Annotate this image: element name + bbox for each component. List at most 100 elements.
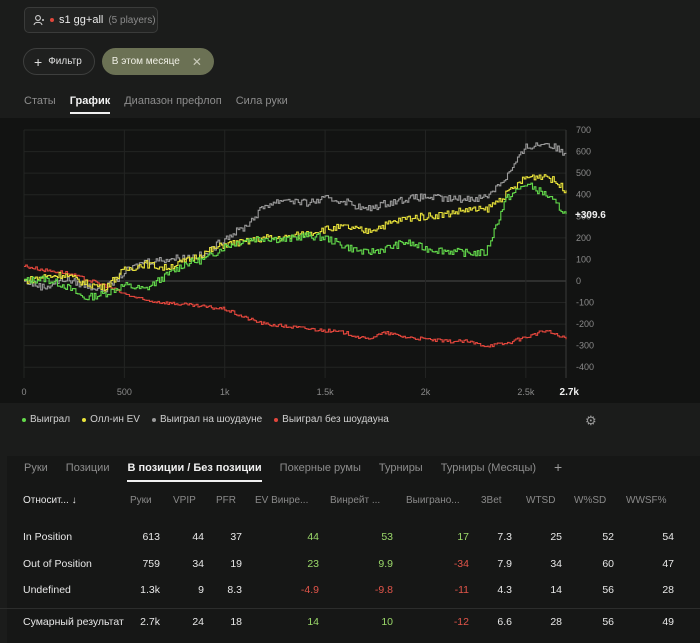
column-header-pfr[interactable]: PFR: [216, 495, 236, 506]
legend-item-showdown[interactable]: Выиграл на шоудауне: [151, 414, 263, 425]
period-label: В этом месяце: [111, 56, 180, 67]
y-tick-label: 500: [576, 168, 591, 178]
legend-item-won[interactable]: Выиграл: [22, 414, 70, 425]
table-cell: -9.8: [374, 584, 393, 596]
y-tick-label: 0: [576, 276, 581, 286]
current-value-label: +309.6: [575, 210, 606, 221]
column-header-won[interactable]: Выиграно...: [406, 495, 460, 506]
row-label: In Position: [23, 531, 73, 543]
table-row[interactable]: In Position 613 44 37 44 53 17 7.3 25 52 54: [0, 524, 700, 551]
table-cell: 7.9: [497, 557, 512, 570]
period-chip[interactable]: В этом месяце ✕: [101, 48, 214, 75]
tab-positions[interactable]: Позиции: [65, 462, 110, 474]
legend-label: Выиграл на шоудауне: [159, 414, 263, 425]
table-cell: 44: [192, 531, 204, 543]
column-header-winrate[interactable]: Винрейт ...: [330, 495, 381, 506]
table-header: Относит... ↓ Руки VPIP PFR EV Винре... В…: [0, 492, 700, 514]
column-header-wsd[interactable]: W%SD: [574, 495, 607, 506]
table-cell: 9: [198, 584, 204, 596]
x-tick-label: 0: [21, 387, 26, 397]
table-cell: 52: [602, 531, 614, 543]
y-tick-label: -200: [576, 319, 594, 329]
tab-tournaments-months[interactable]: Турниры (Месяцы): [440, 462, 537, 474]
table-cell: 56: [602, 615, 614, 628]
y-tick-label: -300: [576, 341, 594, 351]
table-cell: -12: [453, 615, 469, 628]
table-body: In Position 613 44 37 44 53 17 7.3 25 52 54 Out of …: [0, 524, 700, 635]
legend-label: Выиграл: [30, 414, 71, 425]
table-cell: 54: [662, 531, 674, 543]
table-cell: 2.7k: [140, 615, 160, 628]
y-tick-label: 300: [576, 211, 591, 221]
session-name: s1 gg+all: [59, 14, 104, 26]
close-icon[interactable]: ✕: [191, 54, 202, 69]
row-label: Сумарный результат: [23, 615, 124, 628]
table-row[interactable]: Out of Position 759 34 19 23 9.9 -34 7.9 34 60 47: [0, 551, 700, 578]
y-tick-label: 700: [576, 125, 591, 135]
table-cell: 613: [142, 531, 160, 543]
winnings-chart[interactable]: 700 600 500 400 300 200 100 0 -100 -200 -300 -400 0 5…: [0, 118, 700, 403]
table-row[interactable]: Undefined 1.3k 9 8.3 -4.9 -9.8 -11 4.3 14 56 28: [0, 577, 700, 604]
legend-swatch: [274, 417, 279, 422]
column-header-ev-winrate[interactable]: EV Винре...: [255, 495, 309, 506]
column-header-hands[interactable]: Руки: [130, 495, 152, 506]
x-tick-label: 500: [117, 387, 132, 397]
legend-label: Выиграл без шоудауна: [282, 414, 389, 425]
column-header-wwsf[interactable]: WWSF%: [626, 495, 667, 506]
tab-tournaments[interactable]: Турниры: [378, 462, 423, 474]
table-cell: 19: [230, 557, 242, 570]
legend-item-allin-ev[interactable]: Олл-ин EV: [82, 414, 140, 425]
series-line: [24, 174, 567, 292]
series-line: [24, 182, 567, 301]
table-cell: 14: [307, 615, 319, 628]
table-cell: 24: [192, 615, 204, 628]
table-cell: 759: [142, 557, 160, 570]
x-tick-label: 2.5k: [517, 387, 535, 397]
column-header-vpip[interactable]: VPIP: [173, 495, 196, 506]
player-count: (5 players): [108, 14, 156, 26]
table-cell: 56: [602, 584, 614, 596]
chart-background: [0, 118, 700, 403]
tab-poker-rooms[interactable]: Покерные румы: [279, 462, 361, 474]
tab-hands[interactable]: Руки: [24, 462, 48, 474]
table-cell: 49: [662, 615, 674, 628]
y-tick-label: 100: [576, 254, 591, 264]
column-header-3bet[interactable]: 3Bet: [481, 495, 502, 506]
tab-stats[interactable]: Статы: [24, 95, 56, 107]
legend-swatch: [82, 417, 87, 422]
table-cell: 44: [307, 531, 319, 543]
y-tick-label: 200: [576, 233, 591, 243]
column-header-wtsd[interactable]: WTSD: [526, 495, 556, 506]
table-cell: 28: [662, 584, 674, 596]
y-tick-label: -100: [576, 298, 594, 308]
tab-preflop-range[interactable]: Диапазон префлоп: [124, 95, 222, 107]
table-cell: 18: [230, 615, 242, 628]
table-cell: 23: [307, 557, 319, 570]
filter-button[interactable]: + Фильтр: [23, 48, 95, 75]
x-tick-label: 1k: [220, 387, 230, 397]
top-tabs: Статы График Диапазон префлоп Сила руки: [24, 95, 288, 114]
table-cell: 25: [550, 531, 562, 543]
column-header-relative[interactable]: Относит... ↓: [23, 495, 77, 506]
legend-label: Олл-ин EV: [90, 414, 140, 425]
row-label: Undefined: [23, 584, 71, 596]
tab-graph[interactable]: График: [69, 95, 111, 114]
legend-item-non-showdown[interactable]: Выиграл без шоудауна: [274, 414, 389, 425]
table-cell: 7.3: [497, 531, 512, 543]
session-selector[interactable]: s1 gg+all (5 players): [24, 7, 158, 33]
table-cell: 6.6: [497, 615, 512, 628]
tab-in-out-position[interactable]: В позиции / Без позиции: [127, 462, 262, 482]
user-icon: [33, 15, 44, 26]
table-cell: 9.9: [378, 557, 393, 570]
x-tick-label: 1.5k: [317, 387, 335, 397]
tab-hand-strength[interactable]: Сила руки: [235, 95, 288, 107]
table-cell: 1.3k: [140, 584, 160, 596]
y-tick-label: 600: [576, 147, 591, 157]
y-tick-label: 400: [576, 190, 591, 200]
table-row[interactable]: Сумарный результат 2.7k 24 18 14 10 -12 6.6 28 56…: [0, 607, 700, 636]
x-end-label: 2.7k: [560, 387, 580, 398]
table-cell: -34: [453, 557, 469, 570]
status-dot: [50, 18, 54, 22]
gear-icon[interactable]: ⚙: [585, 413, 597, 428]
add-tab-icon[interactable]: +: [554, 459, 563, 475]
